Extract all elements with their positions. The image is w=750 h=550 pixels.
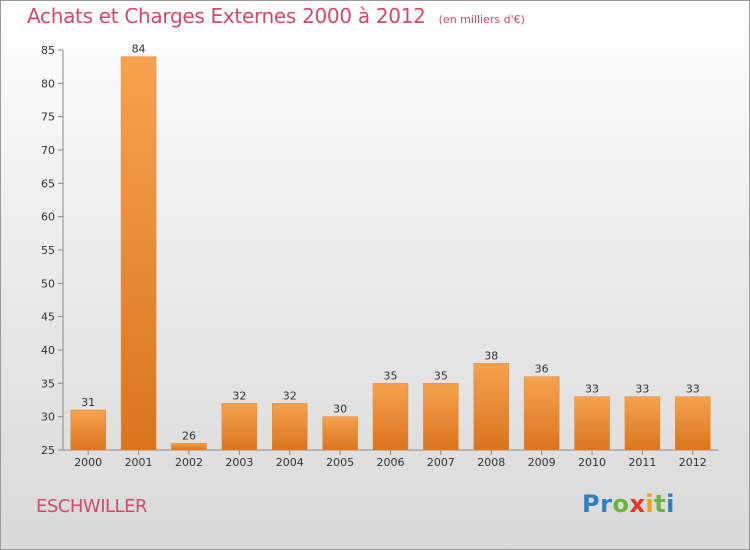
bar-value-label: 33 xyxy=(585,383,599,396)
logo-letter: i xyxy=(645,490,655,518)
bar-value-label: 33 xyxy=(686,383,700,396)
y-tick-label: 65 xyxy=(41,177,55,190)
bar-2005 xyxy=(322,416,358,451)
x-tick-label: 2006 xyxy=(377,456,405,469)
bar-2011 xyxy=(624,396,661,451)
y-tick-label: 30 xyxy=(41,411,55,424)
bar-2003 xyxy=(221,403,258,451)
y-tick-label: 55 xyxy=(41,244,55,257)
bar-2006 xyxy=(372,383,409,451)
y-tick-label: 35 xyxy=(41,377,55,390)
x-tick-label: 2008 xyxy=(477,456,505,469)
bar-value-label: 31 xyxy=(81,396,95,409)
bar-value-label: 36 xyxy=(535,363,549,376)
logo-letter: i xyxy=(666,490,675,518)
x-tick-label: 2011 xyxy=(628,456,656,469)
bar-value-label: 26 xyxy=(182,429,196,442)
bar-value-label: 32 xyxy=(232,389,246,402)
logo-letter: r xyxy=(600,490,613,518)
y-tick-label: 40 xyxy=(41,344,55,357)
y-tick-label: 85 xyxy=(41,44,55,57)
bar-2012 xyxy=(675,396,711,451)
bar-value-label: 84 xyxy=(132,43,146,56)
x-tick-label: 2007 xyxy=(427,456,455,469)
y-tick-label: 75 xyxy=(41,111,55,124)
bar-value-label: 30 xyxy=(333,403,347,416)
y-tick-label: 45 xyxy=(41,311,55,324)
bar-2010 xyxy=(574,396,610,451)
bar-2001 xyxy=(120,56,157,451)
proxiti-logo[interactable]: Proxiti xyxy=(582,490,675,518)
x-tick-label: 2012 xyxy=(679,456,707,469)
logo-letter: o xyxy=(612,490,630,518)
x-tick-label: 2004 xyxy=(276,456,304,469)
bar-value-label: 35 xyxy=(384,369,398,382)
x-tick-label: 2009 xyxy=(528,456,556,469)
y-tick-label: 70 xyxy=(41,144,55,157)
bar-2007 xyxy=(423,383,459,451)
y-tick-label: 50 xyxy=(41,277,55,290)
bar-2002 xyxy=(171,443,207,451)
x-tick-label: 2001 xyxy=(125,456,153,469)
bar-2004 xyxy=(271,403,308,451)
x-tick-label: 2000 xyxy=(74,456,102,469)
chart-title-block: Achats et Charges Externes 2000 à 2012 (… xyxy=(27,4,525,28)
bar-value-label: 35 xyxy=(434,369,448,382)
bar-2008 xyxy=(473,363,510,451)
logo-letter: t xyxy=(654,490,667,518)
x-tick-label: 2005 xyxy=(326,456,354,469)
chart-title: Achats et Charges Externes 2000 à 2012 xyxy=(27,4,426,28)
logo-letter: x xyxy=(629,490,646,518)
x-tick-label: 2002 xyxy=(175,456,203,469)
bar-2009 xyxy=(523,376,560,451)
y-tick-label: 80 xyxy=(41,77,55,90)
x-tick-label: 2003 xyxy=(225,456,253,469)
y-tick-label: 60 xyxy=(41,211,55,224)
bar-2000 xyxy=(70,409,106,451)
logo-letter: P xyxy=(582,490,601,518)
bar-value-label: 32 xyxy=(283,389,297,402)
bar-value-label: 38 xyxy=(484,349,498,362)
city-name: ESCHWILLER xyxy=(36,496,147,517)
chart-subtitle: (en milliers d'€) xyxy=(438,13,525,26)
bar-value-label: 33 xyxy=(635,383,649,396)
y-tick-label: 25 xyxy=(41,444,55,457)
x-tick-label: 2010 xyxy=(578,456,606,469)
